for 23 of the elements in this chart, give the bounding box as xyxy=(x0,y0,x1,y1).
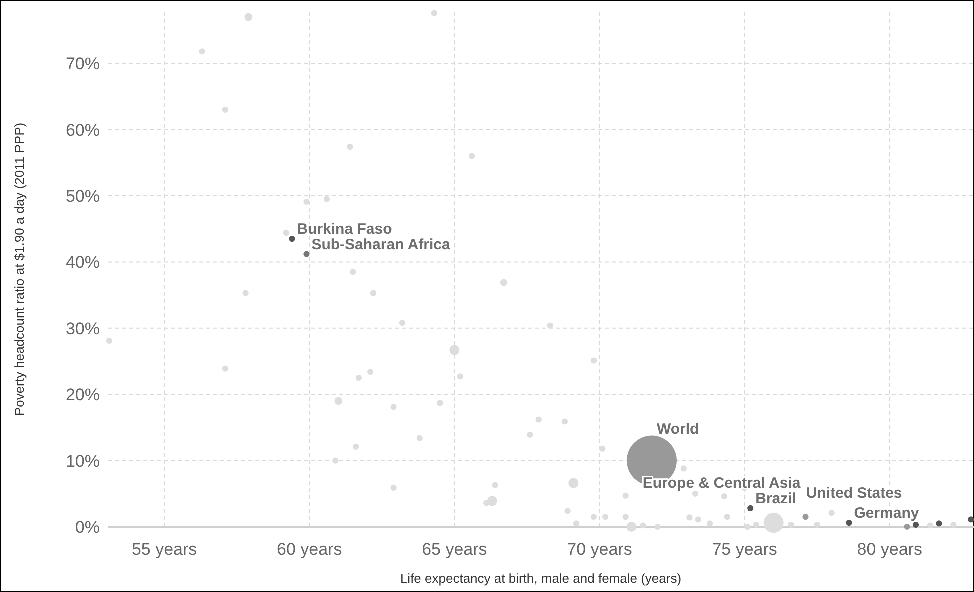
y-tick-label: 70% xyxy=(66,54,100,74)
x-tick-label: 70 years xyxy=(567,540,632,559)
annotation: Brazil xyxy=(756,490,796,508)
y-tick-label: 30% xyxy=(66,319,100,338)
x-tick-label: 80 years xyxy=(857,540,922,559)
y-tick-label: 50% xyxy=(66,187,100,206)
y-tick-label: 10% xyxy=(66,452,100,471)
x-tick-label: 60 years xyxy=(277,540,342,559)
y-tick-label: 40% xyxy=(66,253,100,272)
annotation: Sub-Saharan Africa xyxy=(312,236,452,254)
annotation: Europe & Central Asia xyxy=(642,475,802,492)
x-tick-label: 55 years xyxy=(132,540,198,559)
y-tick-label: 20% xyxy=(66,386,100,405)
annotation: Burkina Faso xyxy=(297,221,392,238)
x-tick-label: 75 years xyxy=(712,540,778,559)
y-tick-label: 0% xyxy=(75,518,100,537)
x-tick-label: 65 years xyxy=(422,540,488,559)
annotation: World xyxy=(656,420,700,438)
x-axis-title: Life expectancy at birth, male and female (years) xyxy=(400,571,682,586)
y-tick-label: 60% xyxy=(66,120,100,140)
annotation: Germany xyxy=(854,505,920,522)
annotation: United States xyxy=(806,485,902,502)
y-axis-title: Poverty headcount ratio at $1.90 a day (2011 PPP) xyxy=(12,122,27,416)
